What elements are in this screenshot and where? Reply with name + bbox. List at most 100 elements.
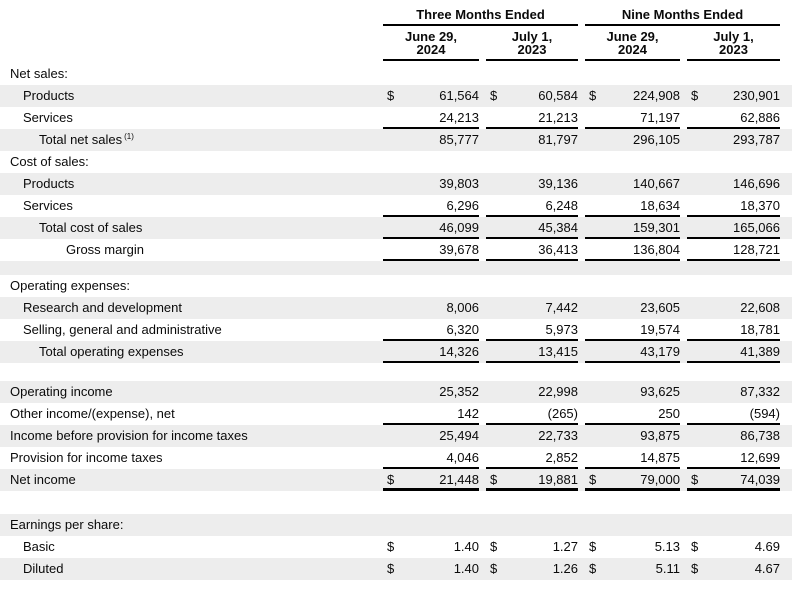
value-cell: 21,448 [439, 472, 479, 487]
net-sales-products-row: Products $61,564 $60,584 $224,908 $230,901 [0, 85, 792, 107]
dollar-sign [486, 297, 506, 319]
row-label: Total cost of sales [39, 220, 143, 235]
value-group: 142 [383, 403, 479, 425]
value-group: 250 [585, 403, 680, 425]
operating-expenses-section-row: Operating expenses: [0, 275, 792, 297]
value-cell: 25,494 [439, 428, 479, 443]
value-group: 128,721 [687, 239, 780, 261]
value-group: (265) [486, 403, 578, 425]
value-group: $4.67 [687, 558, 780, 580]
value-group: 165,066 [687, 217, 780, 239]
value-cell: 39,136 [538, 176, 578, 191]
row-label: Operating expenses: [10, 278, 130, 293]
value-cell: 146,696 [733, 176, 780, 191]
dollar-sign [687, 447, 707, 467]
dollar-sign [383, 107, 403, 127]
value-group: 18,781 [687, 319, 780, 341]
eps-section-row: Earnings per share: [0, 514, 792, 536]
dollar-sign [486, 381, 506, 403]
row-label: Research and development [23, 300, 182, 315]
value-cell: 165,066 [733, 220, 780, 235]
value-cell: 5.11 [655, 561, 680, 576]
dollar-sign [585, 403, 605, 423]
value-cell: 45,384 [538, 220, 578, 235]
value-cell: 13,415 [538, 344, 578, 359]
dollar-sign [383, 195, 403, 215]
dollar-sign: $ [490, 88, 498, 103]
value-cell: 79,000 [640, 472, 680, 487]
date-column-header: July 1, 2023 [486, 28, 578, 61]
dollar-sign [687, 107, 707, 127]
value-cell: 18,370 [740, 198, 780, 213]
value-group: 85,777 [383, 129, 479, 151]
dollar-sign [585, 195, 605, 215]
total-cost-of-sales-row: Total cost of sales 46,099 45,384 159,301 16… [0, 217, 792, 239]
selling-general-admin-row: Selling, general and administrative 6,320… [0, 319, 792, 341]
dollar-sign [383, 173, 403, 195]
header-label-spacer [0, 7, 383, 26]
dollar-sign [585, 319, 605, 339]
value-cell: 21,213 [538, 110, 578, 125]
row-label: Shares used in computing earnings per sh… [0, 588, 780, 592]
dollar-sign: $ [387, 539, 395, 554]
dollar-sign: $ [589, 472, 597, 487]
value-cell: 2,852 [545, 450, 578, 465]
row-label: Services [23, 110, 73, 125]
dollar-sign: $ [589, 88, 597, 103]
dollar-sign [687, 341, 707, 361]
dollar-sign [383, 381, 403, 403]
value-cell: 22,608 [740, 300, 780, 315]
dollar-sign [585, 341, 605, 361]
value-cell: 4.69 [754, 539, 780, 554]
dollar-sign [687, 381, 707, 403]
value-group: 39,803 [383, 173, 479, 195]
value-cell: 23,605 [640, 300, 680, 315]
dollar-sign [585, 107, 605, 127]
dollar-sign [486, 403, 506, 423]
value-group: $61,564 [383, 85, 479, 107]
gross-margin-row: Gross margin 39,678 36,413 136,804 128,721 [0, 239, 792, 261]
value-cell: 43,179 [640, 344, 680, 359]
value-cell: 18,781 [740, 322, 780, 337]
value-cell: 159,301 [633, 220, 680, 235]
row-label: Selling, general and administrative [23, 322, 222, 337]
total-net-sales-row: Total net sales (1) 85,777 81,797 296,105 293… [0, 129, 792, 151]
period-group-nine-months: Nine Months Ended [585, 7, 780, 26]
dollar-sign [585, 297, 605, 319]
value-group: 14,326 [383, 341, 479, 363]
value-cell: 24,213 [439, 110, 479, 125]
dollar-sign: $ [691, 561, 699, 576]
value-cell: 1.40 [453, 561, 479, 576]
value-cell: 74,039 [740, 472, 780, 487]
value-cell: 93,875 [640, 428, 680, 443]
value-cell: 224,908 [633, 88, 680, 103]
total-operating-expenses-row: Total operating expenses 14,326 13,415 43,1… [0, 341, 792, 363]
row-label: Net sales: [10, 66, 68, 81]
value-group: $1.27 [486, 536, 578, 558]
period-group-three-months: Three Months Ended [383, 7, 578, 26]
value-group: 45,384 [486, 217, 578, 239]
value-group: 93,875 [585, 425, 680, 447]
value-group: 46,099 [383, 217, 479, 239]
dollar-sign: $ [589, 539, 597, 554]
row-label: Earnings per share: [10, 517, 124, 532]
value-cell: 39,678 [439, 242, 479, 257]
dollar-sign [687, 239, 707, 259]
value-cell: 6,248 [545, 198, 578, 213]
value-group: 18,370 [687, 195, 780, 217]
dollar-sign [687, 173, 707, 195]
dollar-sign [585, 425, 605, 447]
cost-of-sales-section-row: Cost of sales: [0, 151, 792, 173]
value-group: 22,608 [687, 297, 780, 319]
value-cell: 250 [658, 406, 680, 421]
dollar-sign [585, 381, 605, 403]
header-gap [578, 7, 585, 26]
value-cell: 6,296 [446, 198, 479, 213]
row-label: Products [23, 176, 75, 191]
spacer-row [0, 580, 792, 588]
dollar-sign [383, 239, 403, 259]
date-column-header: June 29, 2024 [383, 28, 479, 61]
value-cell: 128,721 [733, 242, 780, 257]
dollar-sign [585, 173, 605, 195]
value-group: 13,415 [486, 341, 578, 363]
